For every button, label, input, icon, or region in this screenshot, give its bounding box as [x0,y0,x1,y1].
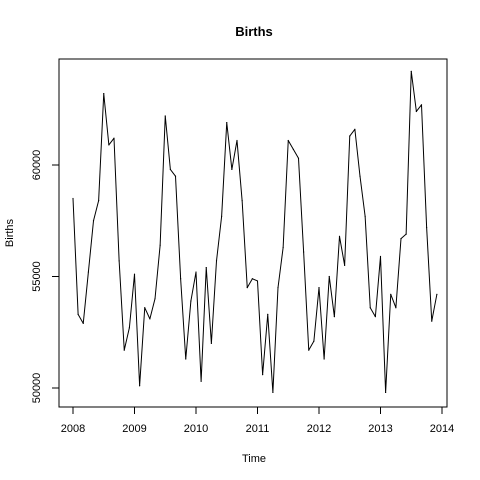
data-point [205,266,207,269]
data-point [400,237,402,240]
data-point [308,349,310,351]
data-point [226,122,228,124]
x-axis: 2008 2009 2010 2011 2012 2013 2014 [61,406,454,435]
data-point [349,135,351,137]
data-point [313,340,315,342]
data-point [180,278,182,280]
data-point [333,316,335,318]
data-point [87,271,89,273]
data-point [374,316,376,318]
data-point [144,307,146,309]
data-point [190,300,192,302]
data-point [169,168,171,171]
data-point [420,104,423,106]
data-point [210,342,212,344]
data-point [185,358,187,360]
x-tick-label: 2014 [430,423,454,435]
data-point [267,313,269,316]
data-point [251,278,253,280]
data-point [164,115,166,117]
data-point [231,168,233,171]
x-tick-label: 2013 [368,423,392,435]
data-point [328,275,330,278]
data-point [282,246,284,249]
data-point [103,93,105,95]
y-tick-label: 50000 [31,373,43,404]
data-point [174,175,177,177]
data-point [359,175,361,177]
data-point [426,226,428,229]
data-point [215,260,218,262]
data-point [436,293,438,295]
series-line [72,70,438,393]
data-point [385,391,387,394]
x-axis-label: Time [242,453,266,465]
data-point [241,200,243,202]
data-point [405,233,407,235]
x-tick-label: 2011 [246,423,270,435]
data-point [128,327,130,329]
chart-title: Births [235,24,273,39]
x-tick-label: 2012 [307,423,331,435]
data-point [256,280,259,282]
data-point [364,215,366,217]
data-point [149,318,151,320]
data-point [272,391,274,394]
data-point [287,139,289,142]
data-point [338,235,341,237]
y-tick-label: 60000 [31,150,43,181]
data-point [139,385,141,387]
data-point [277,287,279,289]
x-tick-label: 2009 [122,423,146,435]
plot-frame [58,58,448,408]
data-point [200,380,202,382]
data-point [113,137,115,139]
x-tick-label: 2008 [61,423,85,435]
data-point [92,220,95,222]
data-point [159,244,161,246]
series-layer [72,70,438,394]
y-axis: 50000 55000 60000 [31,150,60,404]
data-point [292,148,294,150]
data-point [369,307,371,309]
data-point [82,322,84,324]
data-point [108,144,110,146]
data-point [262,374,264,376]
y-axis-label: Births [4,218,16,247]
data-point [390,293,392,295]
data-point [344,264,346,266]
data-point [354,128,356,130]
data-point [410,70,412,72]
data-point [303,251,305,253]
data-point [323,358,325,360]
data-point [123,349,125,351]
x-tick-label: 2010 [184,423,208,435]
data-point [415,110,417,113]
data-point [318,287,320,289]
data-point [395,307,397,309]
data-point [236,139,238,142]
data-point [431,320,433,322]
data-point [195,271,197,273]
data-point [154,298,156,300]
data-point [297,157,300,159]
data-point [72,197,74,200]
y-tick-label: 55000 [31,261,43,292]
data-point [133,273,136,275]
data-point [118,260,120,262]
data-point [77,313,79,316]
data-point [221,215,223,217]
data-point [98,200,100,202]
data-point [246,287,248,289]
data-point [379,255,382,258]
